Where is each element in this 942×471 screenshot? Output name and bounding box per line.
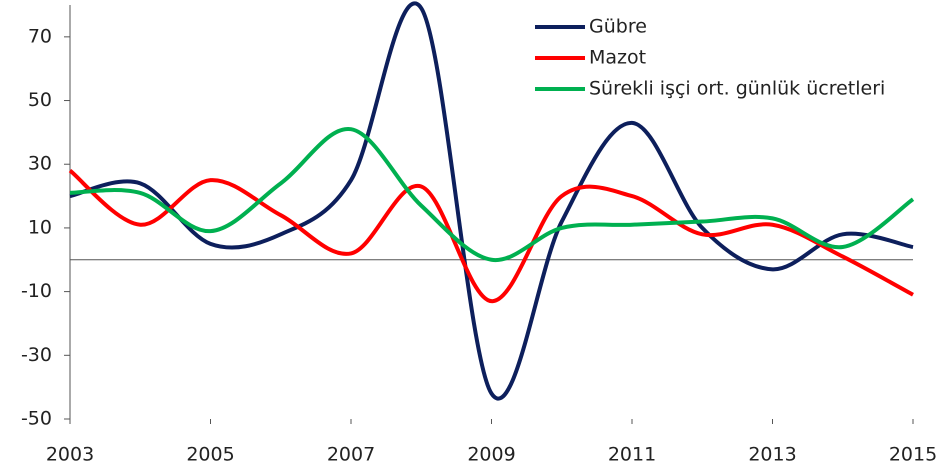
legend-label: Gübre: [589, 16, 647, 38]
x-tick-label: 2003: [46, 444, 94, 466]
x-tick-label: 2007: [327, 444, 375, 466]
y-tick-label: -30: [21, 344, 52, 366]
y-tick-label: 10: [28, 216, 52, 238]
series-line: [69, 127, 915, 262]
y-tick-label: -50: [21, 408, 52, 430]
x-tick-label: 2015: [889, 444, 937, 466]
legend-label: Mazot: [589, 47, 646, 69]
x-tick-label: 2013: [748, 444, 796, 466]
x-tick-label: 2009: [467, 444, 515, 466]
series-line: [68, 169, 914, 304]
y-tick-label: 70: [28, 25, 52, 47]
y-tick-label: -10: [21, 280, 52, 302]
y-tick-label: 30: [28, 153, 52, 175]
series-line: [69, 1, 914, 401]
x-tick-label: 2011: [608, 444, 656, 466]
y-tick-label: 50: [28, 89, 52, 111]
legend-label: Sürekli işçi ort. günlük ücretleri: [589, 78, 885, 100]
x-tick-label: 2005: [186, 444, 234, 466]
